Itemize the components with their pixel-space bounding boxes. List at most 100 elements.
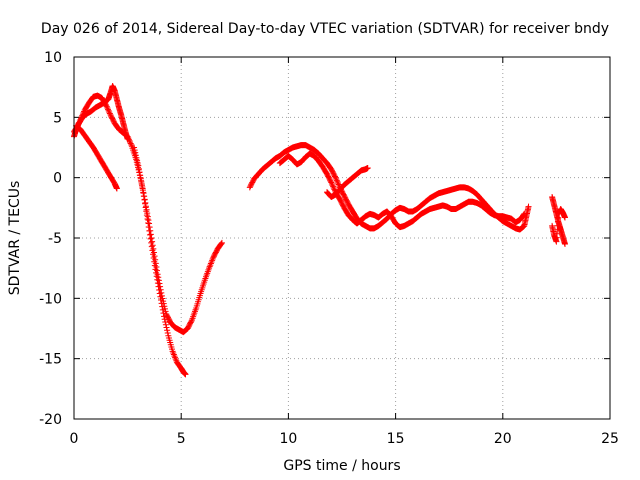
data-point: [127, 140, 134, 147]
data-point: [146, 227, 153, 234]
y-tick-label: -20: [39, 412, 62, 428]
data-points: [71, 82, 568, 378]
data-point: [161, 313, 168, 320]
data-point: [150, 251, 157, 258]
x-tick-label: 10: [279, 431, 297, 447]
data-point: [163, 324, 170, 331]
data-point: [162, 318, 169, 325]
data-point: [143, 208, 150, 215]
data-point: [113, 185, 120, 192]
data-point: [159, 303, 166, 310]
series-track-b: [71, 82, 131, 143]
data-point: [135, 165, 142, 172]
data-point: [154, 276, 161, 283]
data-point: [335, 180, 342, 187]
data-point: [103, 103, 110, 110]
data-point: [137, 172, 144, 179]
data-point: [159, 306, 166, 313]
data-point: [104, 105, 111, 112]
data-point: [142, 200, 149, 207]
data-point: [105, 107, 112, 114]
data-point: [158, 300, 165, 307]
series-track-c: [73, 122, 120, 192]
data-point: [156, 290, 163, 297]
x-tick-label: 20: [494, 431, 512, 447]
data-point: [188, 318, 195, 325]
data-point: [151, 258, 158, 265]
x-tick-label: 25: [601, 431, 619, 447]
data-point: [148, 243, 155, 250]
data-point: [152, 266, 159, 273]
data-point: [157, 293, 164, 300]
data-point: [160, 310, 167, 317]
data-point: [334, 178, 341, 185]
series-track-f: [276, 150, 528, 231]
data-point: [144, 216, 151, 223]
y-axis-label: SDTVAR / TECUs: [7, 181, 23, 296]
data-point: [331, 186, 338, 193]
y-tick-label: 5: [53, 110, 62, 126]
data-point: [141, 196, 148, 203]
data-point: [140, 189, 147, 196]
data-point: [145, 223, 152, 230]
data-point: [145, 220, 152, 227]
data-point: [154, 280, 161, 287]
data-point: [333, 177, 340, 184]
data-point: [333, 176, 340, 183]
series-track-g: [323, 165, 371, 200]
data-point: [133, 154, 140, 161]
data-point: [155, 283, 162, 290]
data-point: [128, 141, 135, 148]
series-track-h: [549, 193, 568, 248]
data-point: [143, 212, 150, 219]
data-point: [561, 241, 568, 248]
data-point: [138, 178, 145, 185]
data-point: [136, 169, 143, 176]
data-point: [151, 262, 158, 269]
data-point: [134, 157, 141, 164]
series-track-e: [246, 142, 532, 233]
data-point: [164, 327, 171, 334]
y-tick-label: 0: [53, 171, 62, 187]
y-tick-label: -10: [39, 291, 62, 307]
data-point: [132, 149, 139, 156]
y-tick-label: -15: [39, 352, 62, 368]
data-point: [328, 179, 335, 186]
data-point: [335, 181, 342, 188]
data-point: [162, 321, 169, 328]
data-point: [142, 204, 149, 211]
data-point: [138, 182, 145, 189]
data-point: [134, 160, 141, 167]
data-point: [148, 239, 155, 246]
data-point: [150, 254, 157, 261]
data-point: [161, 316, 168, 323]
data-point: [561, 214, 568, 221]
data-point: [106, 110, 113, 117]
data-point: [331, 173, 338, 180]
chart-title: Day 026 of 2014, Sidereal Day-to-day VTE…: [41, 21, 609, 37]
data-point: [132, 152, 139, 159]
data-point: [153, 273, 160, 280]
data-point: [149, 247, 156, 254]
plot-frame: [73, 56, 611, 420]
data-point: [124, 136, 131, 143]
data-point: [332, 174, 339, 181]
data-point: [147, 235, 154, 242]
x-axis-label: GPS time / hours: [283, 458, 400, 474]
data-point: [364, 165, 371, 172]
axis-ticks: 0 5 10 15 20 25 -20 -15 -10 -5 0 5 10: [39, 50, 619, 447]
data-point: [525, 203, 532, 210]
data-point: [218, 239, 225, 246]
data-point: [106, 109, 113, 116]
data-point: [156, 287, 163, 294]
data-point: [104, 106, 111, 113]
data-point: [520, 211, 527, 218]
data-point: [328, 180, 335, 187]
data-point: [137, 175, 144, 182]
data-point: [157, 297, 164, 304]
gridlines: [74, 57, 610, 419]
data-point: [521, 210, 528, 217]
data-point: [153, 269, 160, 276]
x-tick-label: 5: [177, 431, 186, 447]
